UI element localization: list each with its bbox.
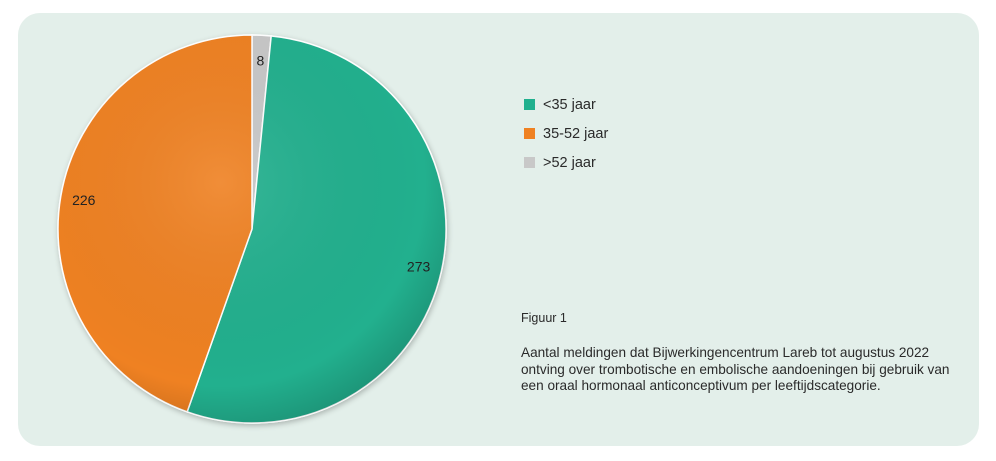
legend-label: >52 jaar (543, 154, 596, 171)
legend-swatch (524, 99, 535, 110)
legend-item-under-35: <35 jaar (524, 90, 608, 119)
legend-label: <35 jaar (543, 96, 596, 113)
slice-label-over-52: 8 (256, 52, 264, 68)
legend-item-over-52: >52 jaar (524, 148, 608, 177)
legend-item-35-52: 35-52 jaar (524, 119, 608, 148)
legend: <35 jaar 35-52 jaar >52 jaar (524, 90, 608, 177)
figure-caption: Aantal meldingen dat Bijwerkingencentrum… (521, 345, 950, 393)
slice-label-under-35: 273 (407, 258, 431, 274)
slice-label-35-52: 226 (72, 192, 96, 208)
legend-label: 35-52 jaar (543, 125, 609, 142)
figure-label: Figuur 1 (521, 311, 567, 325)
legend-swatch (524, 157, 535, 168)
legend-swatch (524, 128, 535, 139)
